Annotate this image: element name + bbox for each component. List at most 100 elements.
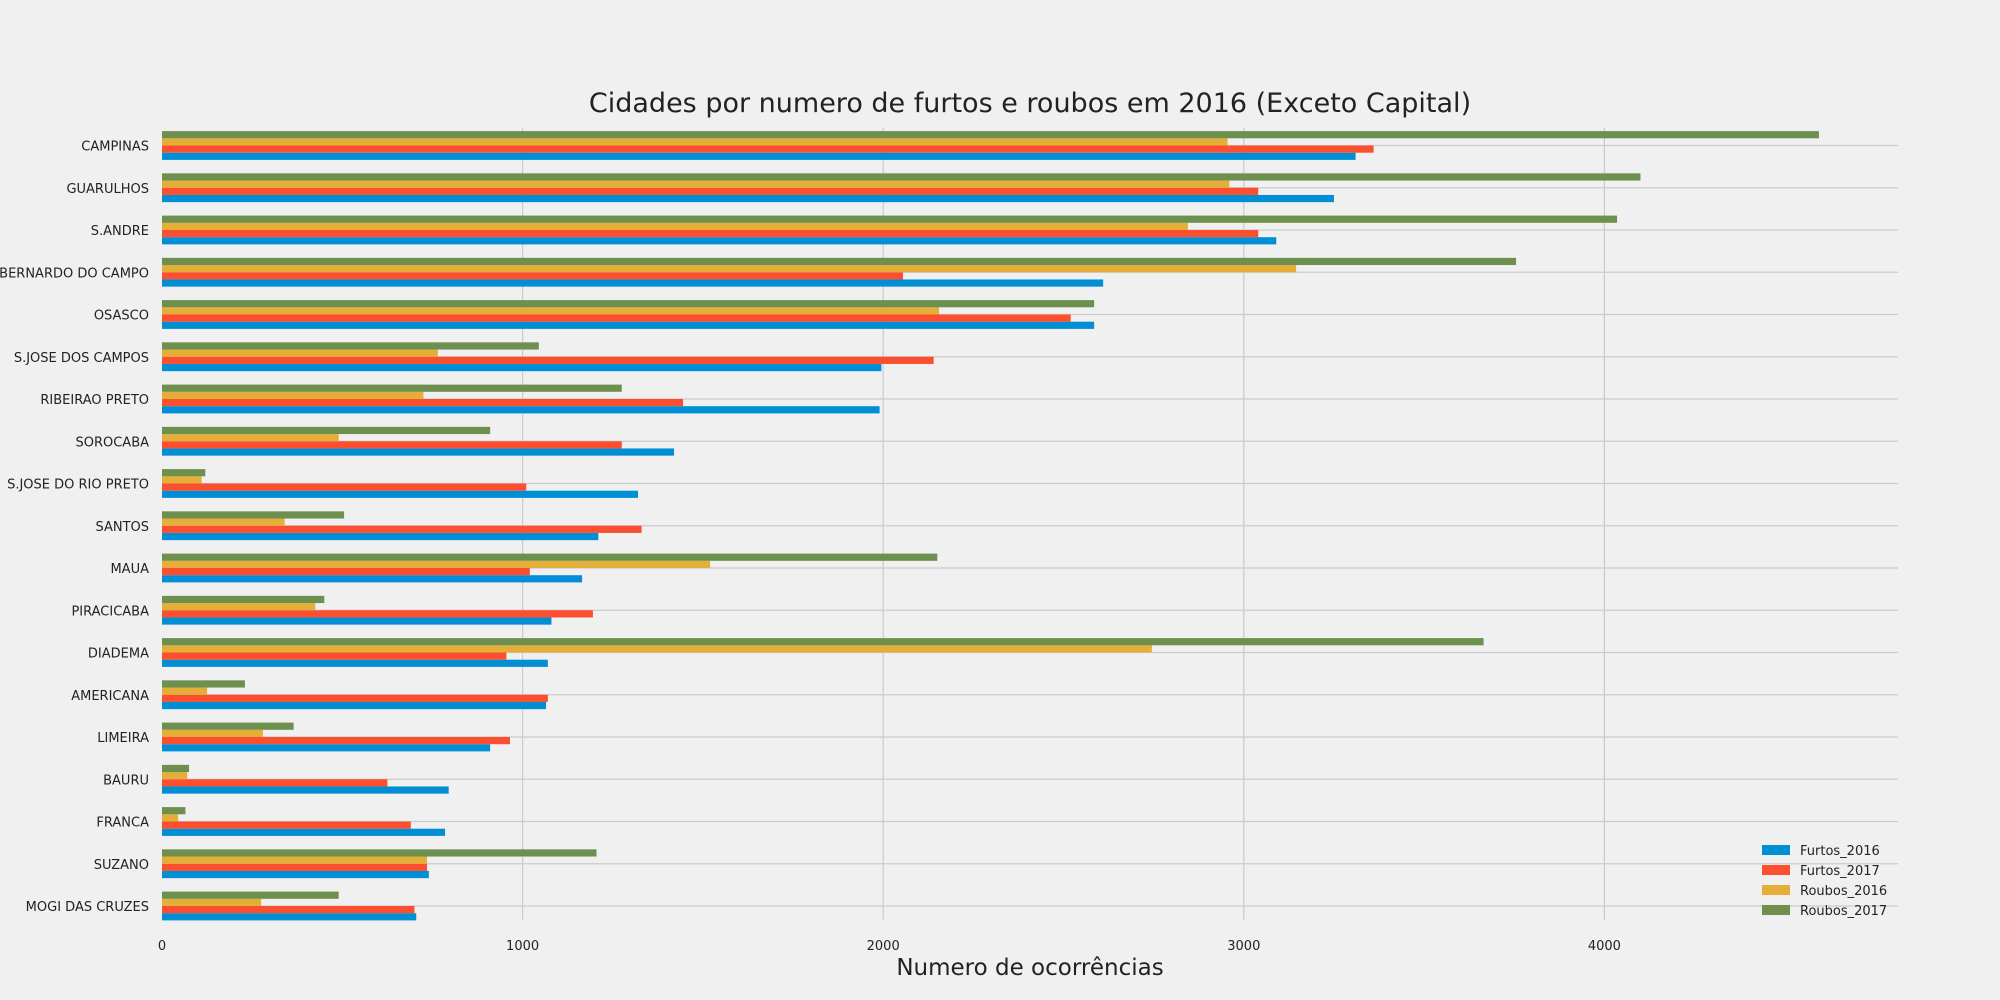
bar-roubos-2016	[162, 603, 316, 611]
bar-furtos-2017	[162, 610, 593, 618]
bar-roubos-2016	[162, 687, 208, 695]
bar-furtos-2016	[162, 448, 675, 456]
bar-furtos-2017	[162, 568, 530, 576]
bars	[162, 131, 1819, 921]
bar-furtos-2017	[162, 652, 507, 660]
bar-roubos-2016	[162, 772, 188, 780]
x-tick-label: 2000	[867, 939, 900, 954]
bar-furtos-2017	[162, 230, 1259, 238]
y-tick-label: SANTOS	[95, 520, 149, 535]
bar-furtos-2016	[162, 532, 599, 541]
bar-furtos-2017	[162, 272, 904, 280]
y-tick-label: BAURU	[103, 773, 149, 788]
bar-furtos-2016	[162, 279, 1104, 287]
bar-roubos-2016	[162, 560, 711, 568]
y-tick-label: RIBEIRAO PRETO	[40, 393, 149, 408]
legend-swatch	[1762, 885, 1790, 895]
bar-furtos-2016	[162, 490, 638, 498]
x-tick-labels: 0 1000 2000 3000 4000	[158, 939, 1621, 954]
bar-roubos-2016	[162, 729, 263, 737]
bar-furtos-2017	[162, 483, 527, 491]
bar-roubos-2017	[162, 300, 1095, 308]
bar-furtos-2016	[162, 870, 429, 879]
bar-furtos-2016	[162, 828, 446, 836]
legend-label: Roubos_2016	[1800, 884, 1887, 899]
bar-roubos-2016	[162, 307, 940, 315]
bar-roubos-2017	[162, 469, 206, 477]
bar-roubos-2016	[162, 265, 1297, 273]
x-axis-label: Numero de ocorrências	[896, 955, 1163, 981]
bar-roubos-2016	[162, 645, 1152, 653]
bar-roubos-2017	[162, 511, 345, 519]
bar-furtos-2016	[162, 786, 449, 794]
bar-roubos-2017	[162, 764, 190, 773]
bar-furtos-2017	[162, 441, 622, 449]
bar-roubos-2016	[162, 138, 1228, 146]
bar-furtos-2016	[162, 237, 1277, 245]
bar-roubos-2017	[162, 807, 186, 815]
bar-furtos-2016	[162, 321, 1095, 329]
bar-roubos-2016	[162, 349, 438, 357]
y-tick-label: LIMEIRA	[97, 731, 149, 746]
bar-roubos-2017	[162, 680, 245, 688]
bar-furtos-2017	[162, 821, 411, 829]
bar-furtos-2016	[162, 744, 491, 752]
bar-roubos-2017	[162, 215, 1618, 223]
y-tick-label: GUARULHOS	[66, 182, 149, 197]
bar-furtos-2016	[162, 617, 552, 625]
chart-title: Cidades por numero de furtos e roubos em…	[589, 88, 1471, 119]
bar-furtos-2017	[162, 314, 1071, 322]
y-tick-label: SUZANO	[94, 858, 149, 873]
bar-roubos-2017	[162, 722, 294, 730]
bar-furtos-2017	[162, 145, 1374, 153]
bar-roubos-2016	[162, 814, 179, 822]
bar-roubos-2016	[162, 518, 285, 526]
bar-roubos-2017	[162, 342, 539, 350]
x-tick-label: 3000	[1227, 939, 1260, 954]
bar-roubos-2016	[162, 222, 1188, 230]
legend: Furtos_2016 Furtos_2017 Roubos_2016 Roubos_…	[1762, 844, 1887, 919]
bar-roubos-2016	[162, 391, 424, 399]
y-tick-label: S.BERNARDO DO CAMPO	[0, 266, 149, 281]
x-tick-label: 4000	[1588, 939, 1621, 954]
y-tick-label: MOGI DAS CRUZES	[26, 900, 149, 915]
gridlines	[162, 128, 1898, 920]
y-tick-label: OSASCO	[94, 309, 149, 324]
legend-label: Furtos_2017	[1800, 864, 1880, 879]
legend-swatch	[1762, 865, 1790, 875]
bar-furtos-2017	[162, 906, 415, 914]
bar-roubos-2016	[162, 180, 1230, 188]
bar-roubos-2017	[162, 384, 622, 392]
x-tick-label: 1000	[506, 939, 539, 954]
bar-roubos-2017	[162, 131, 1819, 139]
legend-swatch	[1762, 905, 1790, 915]
legend-swatch	[1762, 845, 1790, 855]
bar-furtos-2017	[162, 737, 510, 745]
bar-furtos-2017	[162, 863, 428, 871]
bar-furtos-2017	[162, 694, 548, 702]
bar-furtos-2016	[162, 575, 583, 583]
y-tick-label: DIADEMA	[88, 647, 149, 662]
y-tick-label: AMERICANA	[71, 689, 149, 704]
y-tick-label: S.JOSE DOS CAMPOS	[14, 351, 149, 366]
bar-roubos-2017	[162, 173, 1641, 181]
bar-furtos-2016	[162, 152, 1356, 160]
bar-roubos-2017	[162, 257, 1517, 266]
bar-furtos-2016	[162, 659, 548, 667]
bar-furtos-2017	[162, 356, 934, 364]
bar-roubos-2016	[162, 898, 262, 906]
bar-roubos-2017	[162, 638, 1484, 646]
y-tick-label: S.ANDRE	[91, 224, 149, 239]
y-tick-label: MAUA	[110, 562, 149, 577]
bar-roubos-2017	[162, 553, 938, 561]
y-tick-labels: CAMPINAS GUARULHOS S.ANDRE S.BERNARDO DO CA…	[0, 140, 149, 916]
bar-roubos-2016	[162, 434, 339, 442]
bar-furtos-2017	[162, 525, 642, 533]
bar-roubos-2017	[162, 426, 491, 435]
bar-furtos-2017	[162, 779, 388, 787]
bar-furtos-2016	[162, 913, 417, 921]
bar-furtos-2016	[162, 701, 547, 710]
bar-roubos-2017	[162, 849, 597, 857]
y-tick-label: PIRACICABA	[71, 604, 149, 619]
